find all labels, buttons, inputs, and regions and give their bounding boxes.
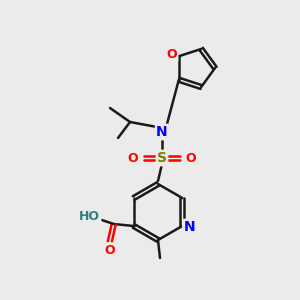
Text: O: O [128, 152, 138, 164]
Text: O: O [186, 152, 196, 164]
Text: N: N [183, 220, 195, 234]
Text: S: S [157, 151, 167, 165]
Text: O: O [104, 244, 115, 256]
Text: N: N [156, 125, 168, 139]
Text: O: O [167, 48, 177, 61]
Text: HO: HO [79, 211, 100, 224]
